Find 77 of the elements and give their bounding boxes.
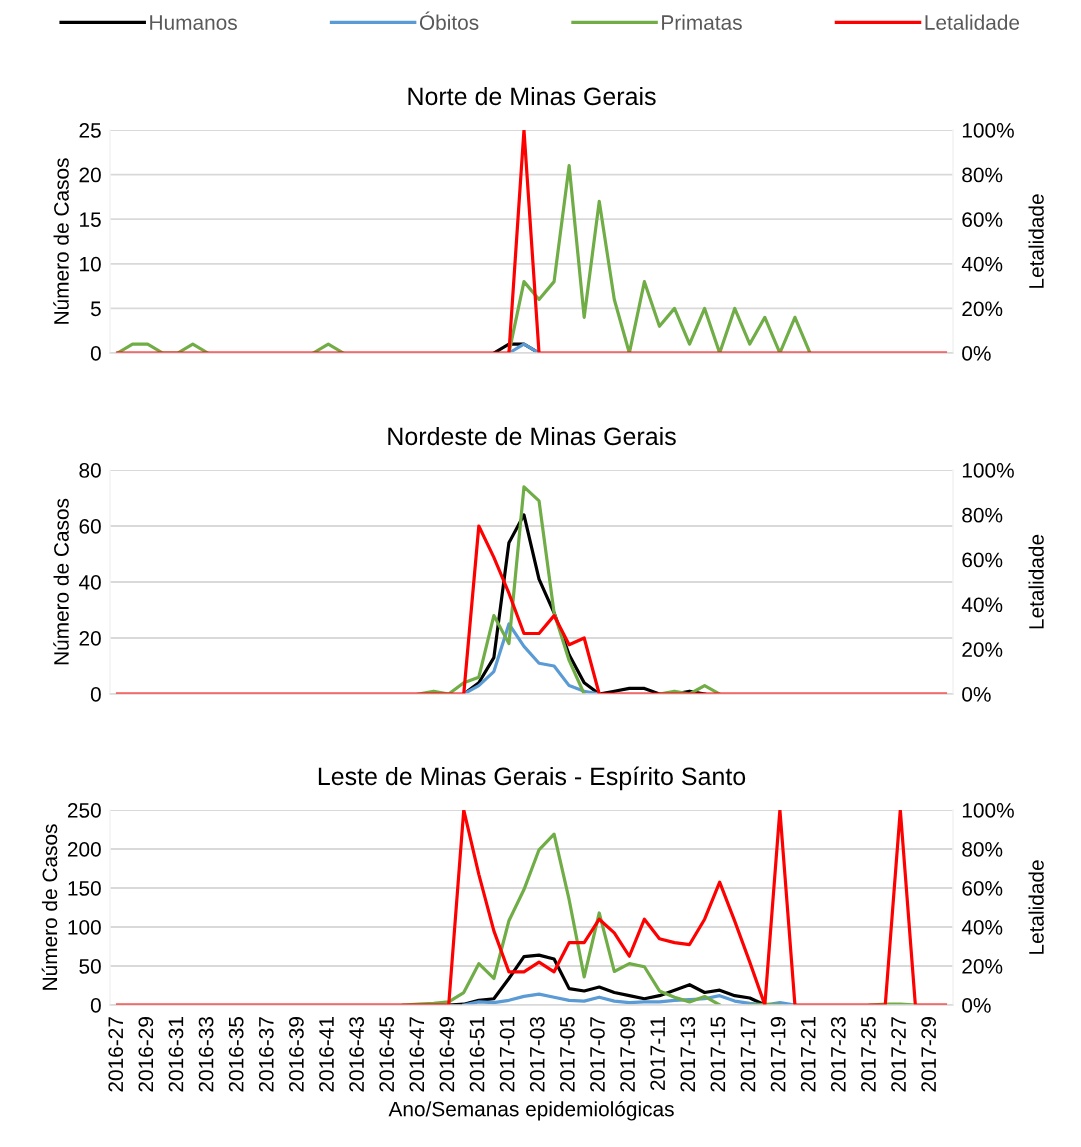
- x-tick-label: 2017-25: [861, 1016, 876, 1092]
- y2-tick-label: 20%: [962, 301, 1003, 317]
- y2-tick-label: 40%: [961, 597, 1003, 613]
- y-tick-label: 5: [90, 301, 101, 317]
- x-axis-title: Ano/Semanas epidemiológicas: [388, 1100, 674, 1121]
- x-tick-label: 2016-41: [319, 1017, 334, 1092]
- y-tick-label: 80: [79, 463, 101, 478]
- x-tick-label: 2016-39: [289, 1017, 304, 1092]
- y-tick-label: 25: [79, 123, 101, 138]
- y2-tick-label: 60%: [962, 881, 1003, 896]
- y-tick-label: 0: [90, 998, 101, 1013]
- y-tick-label: 10: [80, 256, 101, 272]
- x-tick-label: 2016-27: [108, 1017, 124, 1092]
- y-tick-label: 200: [67, 842, 101, 857]
- x-tick-label: 2016-33: [198, 1017, 214, 1092]
- x-tick-label: 2017-07: [590, 1017, 605, 1092]
- legend-label: Óbitos: [419, 11, 479, 30]
- x-tick-label: 2017-11: [650, 1017, 666, 1090]
- y-axis-title: Número de Casos: [41, 824, 58, 990]
- legend-label: Humanos: [150, 15, 237, 30]
- x-tick-label: 2016-35: [228, 1016, 244, 1092]
- x-tick-label: 2017-27: [891, 1017, 906, 1092]
- y2-tick-label: 60%: [962, 552, 1003, 568]
- y-tick-label: 150: [68, 881, 101, 896]
- x-tick-label: 2016-31: [168, 1017, 184, 1092]
- y-axis-title: Número de Casos: [53, 498, 69, 665]
- y-tick-label: 15: [80, 212, 101, 227]
- chart-title: Nordeste de Minas Gerais: [388, 426, 676, 446]
- x-tick-label: 2017-15: [710, 1016, 726, 1092]
- y-tick-label: 60: [79, 519, 101, 534]
- y-tick-label: 40: [78, 575, 101, 590]
- x-tick-label: 2017-05: [559, 1016, 575, 1092]
- x-tick-label: 2017-09: [620, 1017, 635, 1092]
- legend-label: Letalidade: [925, 14, 1020, 30]
- y-axis-title: Número de Casos: [53, 158, 69, 324]
- x-tick-label: 2017-21: [800, 1017, 816, 1092]
- y2-tick-label: 100%: [962, 123, 1014, 138]
- y-tick-label: 50: [79, 959, 101, 974]
- y2-tick-label: 80%: [962, 842, 1003, 857]
- y-tick-label: 0: [90, 687, 101, 702]
- x-tick-label: 2016-43: [349, 1017, 364, 1092]
- x-tick-label: 2016-47: [409, 1017, 425, 1092]
- y2-tick-label: 0%: [962, 346, 991, 361]
- x-tick-label: 2017-29: [921, 1017, 937, 1092]
- y2-tick-label: 20%: [962, 959, 1003, 974]
- x-tick-label: 2017-01: [499, 1017, 515, 1092]
- y-tick-label: 20: [79, 631, 101, 646]
- y2-tick-label: 40%: [961, 256, 1003, 272]
- chart-title: Leste de Minas Gerais - Espírito Santo: [318, 766, 746, 791]
- legend-label: Primatas: [662, 14, 742, 30]
- x-tick-label: 2017-19: [770, 1017, 786, 1092]
- x-tick-label: 2016-29: [138, 1017, 154, 1092]
- y2-axis-title: Letalidade: [1028, 194, 1044, 288]
- y2-tick-label: 0%: [962, 998, 991, 1013]
- y-tick-label: 250: [67, 803, 101, 818]
- x-tick-label: 2017-13: [680, 1017, 696, 1092]
- y2-tick-label: 40%: [961, 920, 1003, 935]
- y2-tick-label: 80%: [962, 507, 1003, 523]
- y-tick-label: 20: [79, 167, 101, 183]
- x-tick-label: 2016-49: [439, 1017, 455, 1092]
- chart-title: Norte de Minas Gerais: [408, 86, 656, 106]
- x-tick-label: 2017-17: [740, 1017, 756, 1092]
- x-tick-label: 2017-23: [830, 1017, 846, 1092]
- y2-tick-label: 100%: [962, 463, 1014, 478]
- y2-axis-title: Letalidade: [1028, 860, 1044, 954]
- y2-tick-label: 60%: [962, 212, 1003, 227]
- y2-axis-title: Letalidade: [1028, 534, 1044, 629]
- y-tick-label: 0: [90, 346, 101, 361]
- x-tick-label: 2016-37: [258, 1017, 274, 1092]
- y-tick-label: 100: [68, 920, 101, 935]
- y2-tick-label: 20%: [962, 642, 1003, 657]
- x-tick-label: 2016-51: [469, 1017, 485, 1092]
- x-tick-label: 2017-03: [529, 1017, 545, 1092]
- y2-tick-label: 100%: [962, 803, 1014, 818]
- x-tick-label: 2016-45: [379, 1016, 395, 1092]
- y2-tick-label: 0%: [962, 687, 991, 702]
- y2-tick-label: 80%: [962, 167, 1003, 183]
